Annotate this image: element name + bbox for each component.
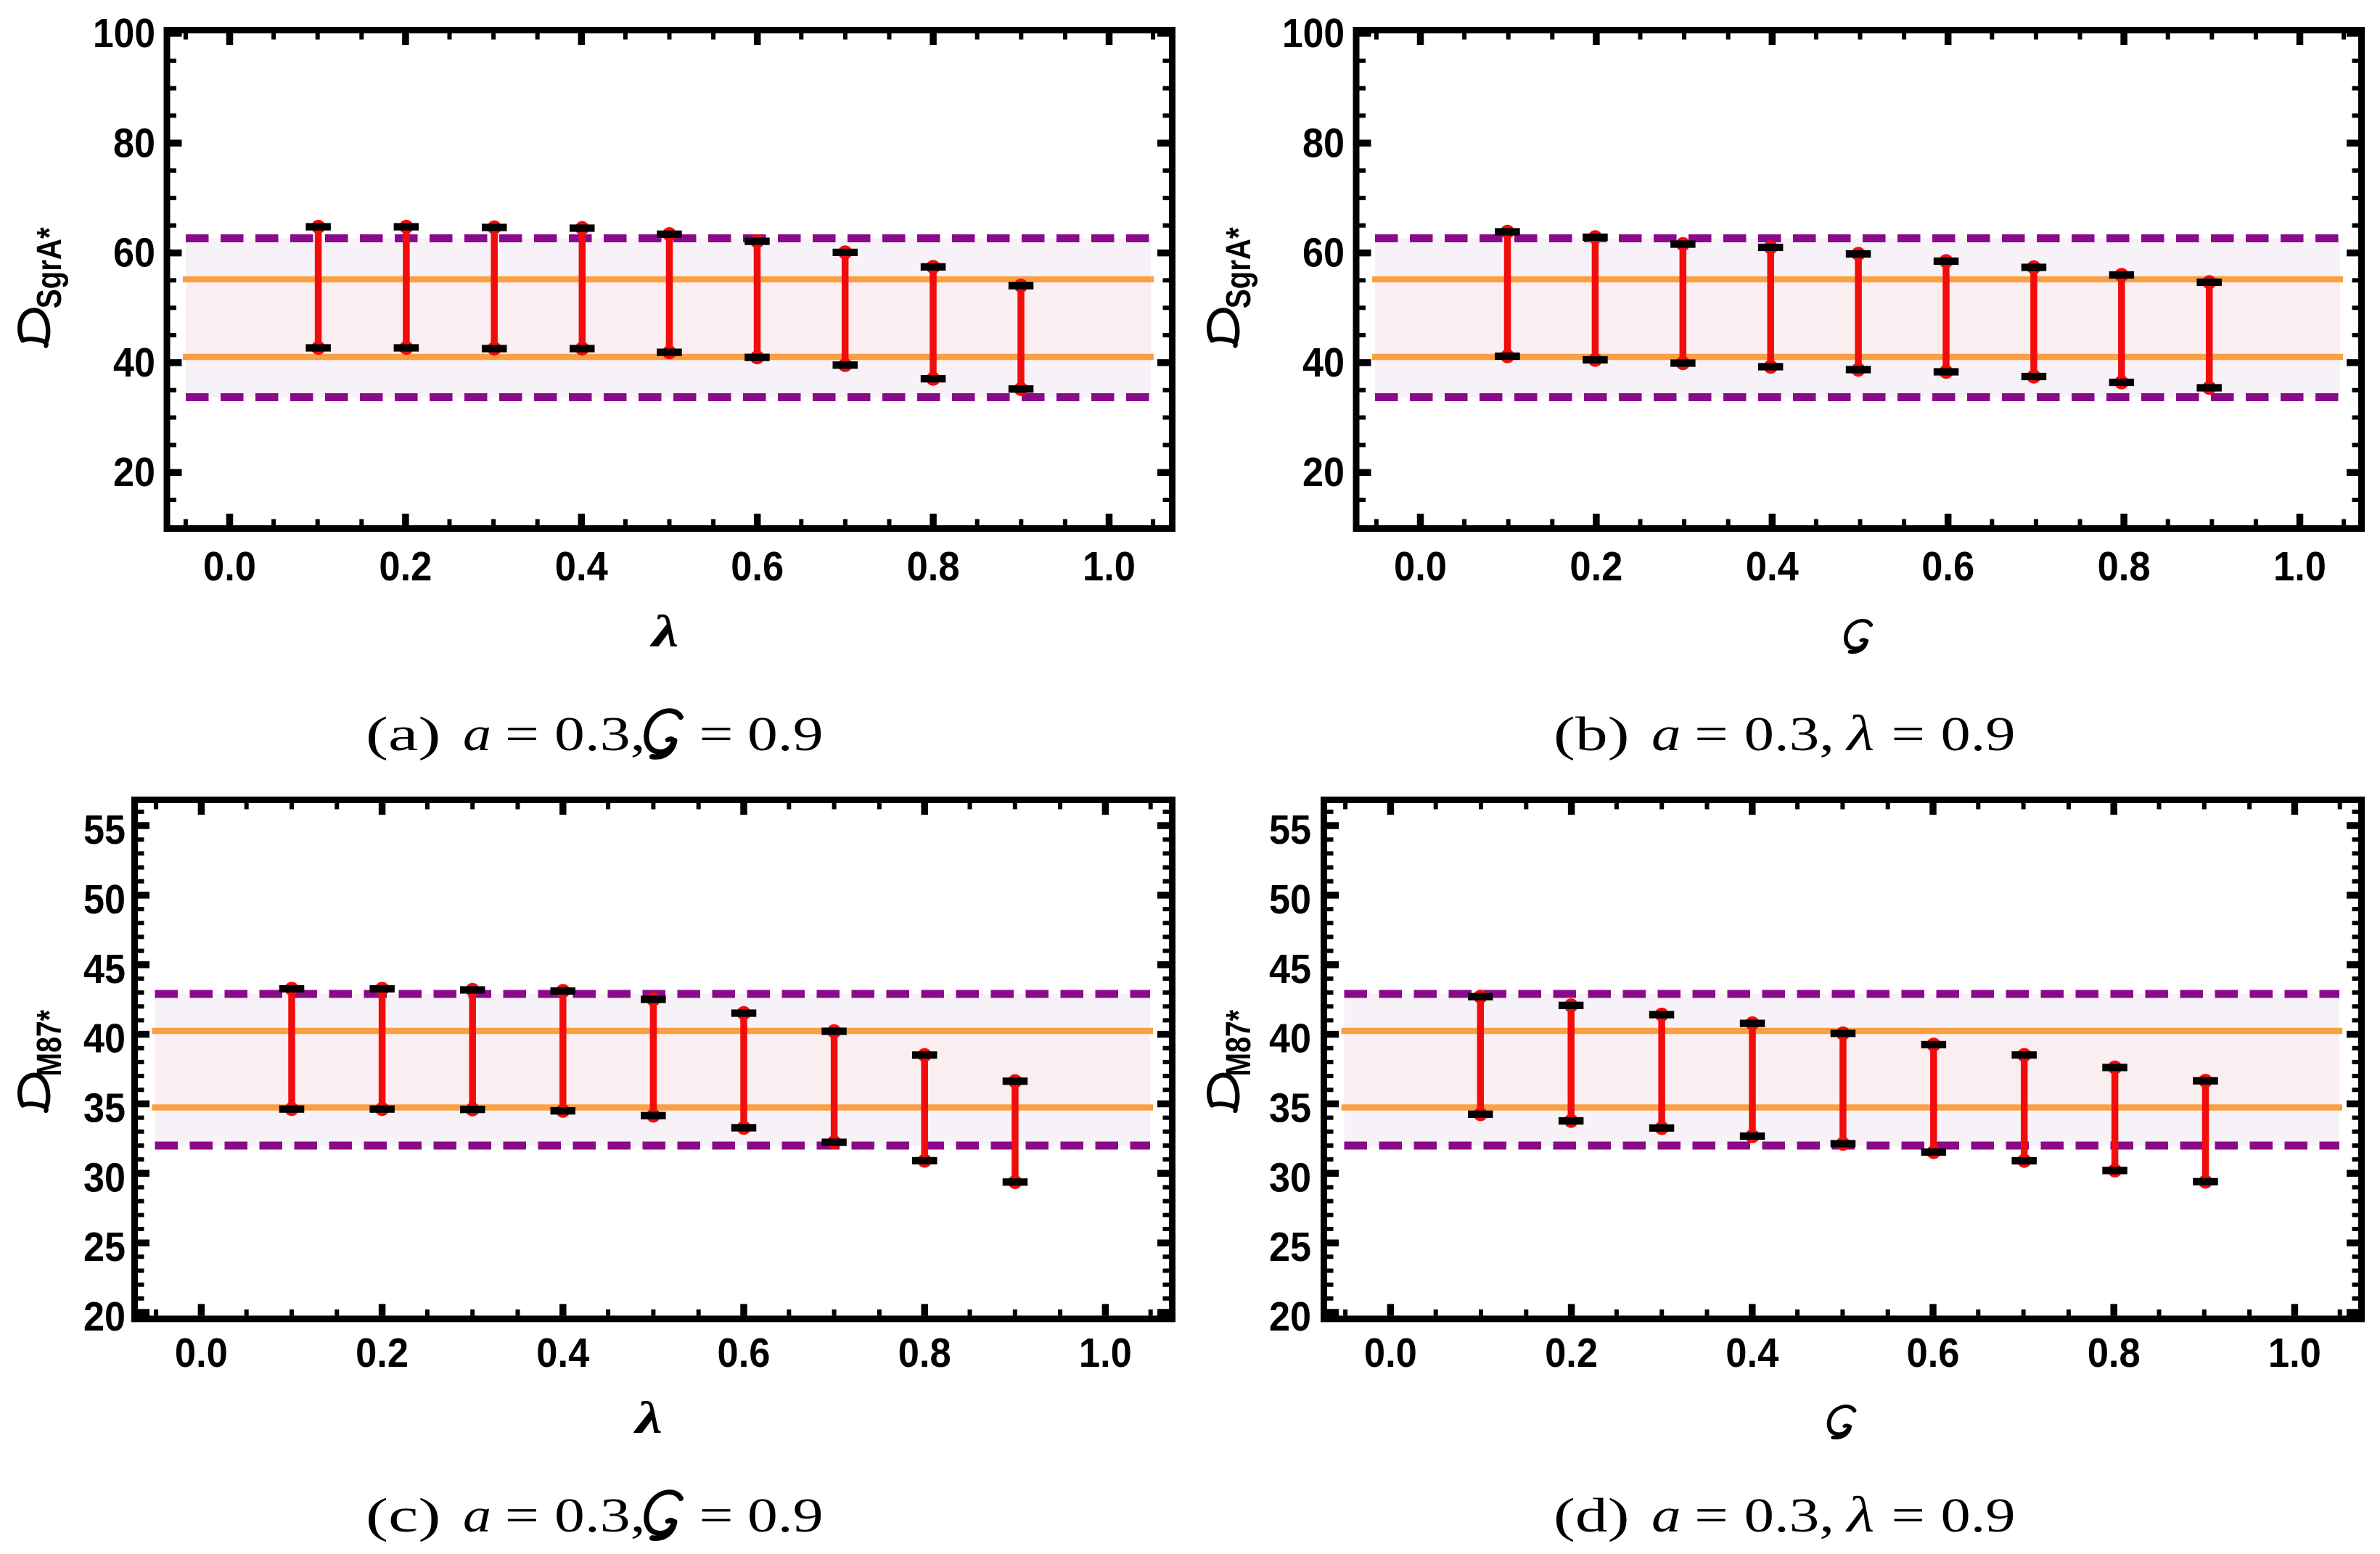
svg-text:=: = — [1694, 707, 1728, 761]
svg-text:0.0: 0.0 — [1364, 1330, 1417, 1376]
svg-text:0.4: 0.4 — [1746, 543, 1799, 590]
svg-text:0.9: 0.9 — [747, 707, 824, 761]
svg-text:45: 45 — [1269, 946, 1311, 992]
svg-text:20: 20 — [1302, 449, 1345, 496]
svg-text:0.4: 0.4 — [1726, 1330, 1778, 1376]
svg-text:λ: λ — [1845, 1487, 1874, 1543]
svg-text:0.0: 0.0 — [203, 543, 256, 590]
svg-text:25: 25 — [1269, 1224, 1311, 1270]
svg-text:λ: λ — [633, 1392, 663, 1442]
svg-text:45: 45 — [83, 946, 126, 992]
svg-text:1.0: 1.0 — [2273, 543, 2326, 590]
svg-text:0.6: 0.6 — [731, 543, 784, 590]
svg-text:=: = — [1892, 1489, 1926, 1542]
svg-text:100: 100 — [1282, 10, 1345, 57]
svg-text:0.2: 0.2 — [1545, 1330, 1598, 1376]
svg-text:20: 20 — [83, 1294, 126, 1340]
svg-text:(a): (a) — [366, 707, 441, 761]
svg-text:(c): (c) — [366, 1489, 441, 1542]
svg-text:80: 80 — [1302, 120, 1345, 166]
svg-text:0.8: 0.8 — [898, 1330, 951, 1376]
svg-text:0.6: 0.6 — [718, 1330, 771, 1376]
svg-text:40: 40 — [1302, 340, 1345, 386]
svg-text:a: a — [463, 1489, 491, 1542]
svg-text:35: 35 — [1269, 1085, 1311, 1132]
svg-text:0.9: 0.9 — [1941, 707, 2016, 761]
svg-text:M87*: M87* — [30, 1010, 69, 1077]
svg-text:35: 35 — [83, 1085, 126, 1132]
svg-text:λ: λ — [649, 606, 679, 656]
svg-text:0.0: 0.0 — [1394, 543, 1447, 590]
svg-text:30: 30 — [1269, 1154, 1311, 1201]
svg-text:M87*: M87* — [1220, 1010, 1258, 1077]
svg-text:25: 25 — [83, 1224, 126, 1270]
svg-text:0.8: 0.8 — [2098, 543, 2151, 590]
svg-text:55: 55 — [83, 807, 126, 853]
svg-text:100: 100 — [93, 10, 155, 57]
svg-text:55: 55 — [1269, 807, 1311, 853]
svg-text:50: 50 — [1269, 876, 1311, 923]
svg-text:0.4: 0.4 — [555, 543, 608, 590]
svg-text:=: = — [505, 707, 539, 761]
svg-text:1.0: 1.0 — [2268, 1330, 2321, 1376]
svg-text:=: = — [699, 1489, 734, 1542]
svg-text:a: a — [463, 707, 491, 761]
svg-text:0.6: 0.6 — [1907, 1330, 1960, 1376]
svg-text:=: = — [505, 1489, 539, 1542]
svg-text:0.9: 0.9 — [747, 1489, 824, 1542]
svg-text:=: = — [1892, 707, 1926, 761]
svg-text:0.3,: 0.3, — [554, 1489, 646, 1542]
svg-text:SgrA*: SgrA* — [1220, 227, 1258, 308]
svg-text:40: 40 — [83, 1016, 126, 1062]
svg-text:0.0: 0.0 — [175, 1330, 228, 1376]
svg-text:(b): (b) — [1554, 707, 1629, 761]
svg-text:30: 30 — [83, 1154, 126, 1201]
svg-text:a: a — [1651, 707, 1681, 761]
svg-text:0.2: 0.2 — [1569, 543, 1622, 590]
svg-text:20: 20 — [1269, 1294, 1311, 1340]
svg-text:0.3,: 0.3, — [1744, 1489, 1835, 1542]
svg-text:0.2: 0.2 — [379, 543, 432, 590]
svg-text:1.0: 1.0 — [1079, 1330, 1132, 1376]
svg-text:0.2: 0.2 — [356, 1330, 409, 1376]
svg-text:0.3,: 0.3, — [1744, 707, 1835, 761]
svg-text:λ: λ — [1845, 706, 1874, 762]
svg-text:0.8: 0.8 — [2088, 1330, 2141, 1376]
svg-text:=: = — [1694, 1489, 1728, 1542]
svg-text:20: 20 — [113, 449, 155, 496]
svg-text:0.6: 0.6 — [1921, 543, 1974, 590]
svg-text:=: = — [699, 707, 734, 761]
svg-text:0.8: 0.8 — [907, 543, 960, 590]
svg-text:a: a — [1651, 1489, 1681, 1542]
svg-text:50: 50 — [83, 876, 126, 923]
svg-text:60: 60 — [1302, 230, 1345, 276]
svg-text:40: 40 — [1269, 1016, 1311, 1062]
svg-text:0.3,: 0.3, — [554, 707, 646, 761]
svg-text:SgrA*: SgrA* — [30, 227, 69, 308]
svg-text:(d): (d) — [1554, 1489, 1629, 1542]
svg-text:60: 60 — [113, 230, 155, 276]
svg-text:80: 80 — [113, 120, 155, 166]
svg-text:1.0: 1.0 — [1083, 543, 1136, 590]
svg-text:40: 40 — [113, 340, 155, 386]
svg-text:0.9: 0.9 — [1941, 1489, 2016, 1542]
svg-text:0.4: 0.4 — [536, 1330, 589, 1376]
